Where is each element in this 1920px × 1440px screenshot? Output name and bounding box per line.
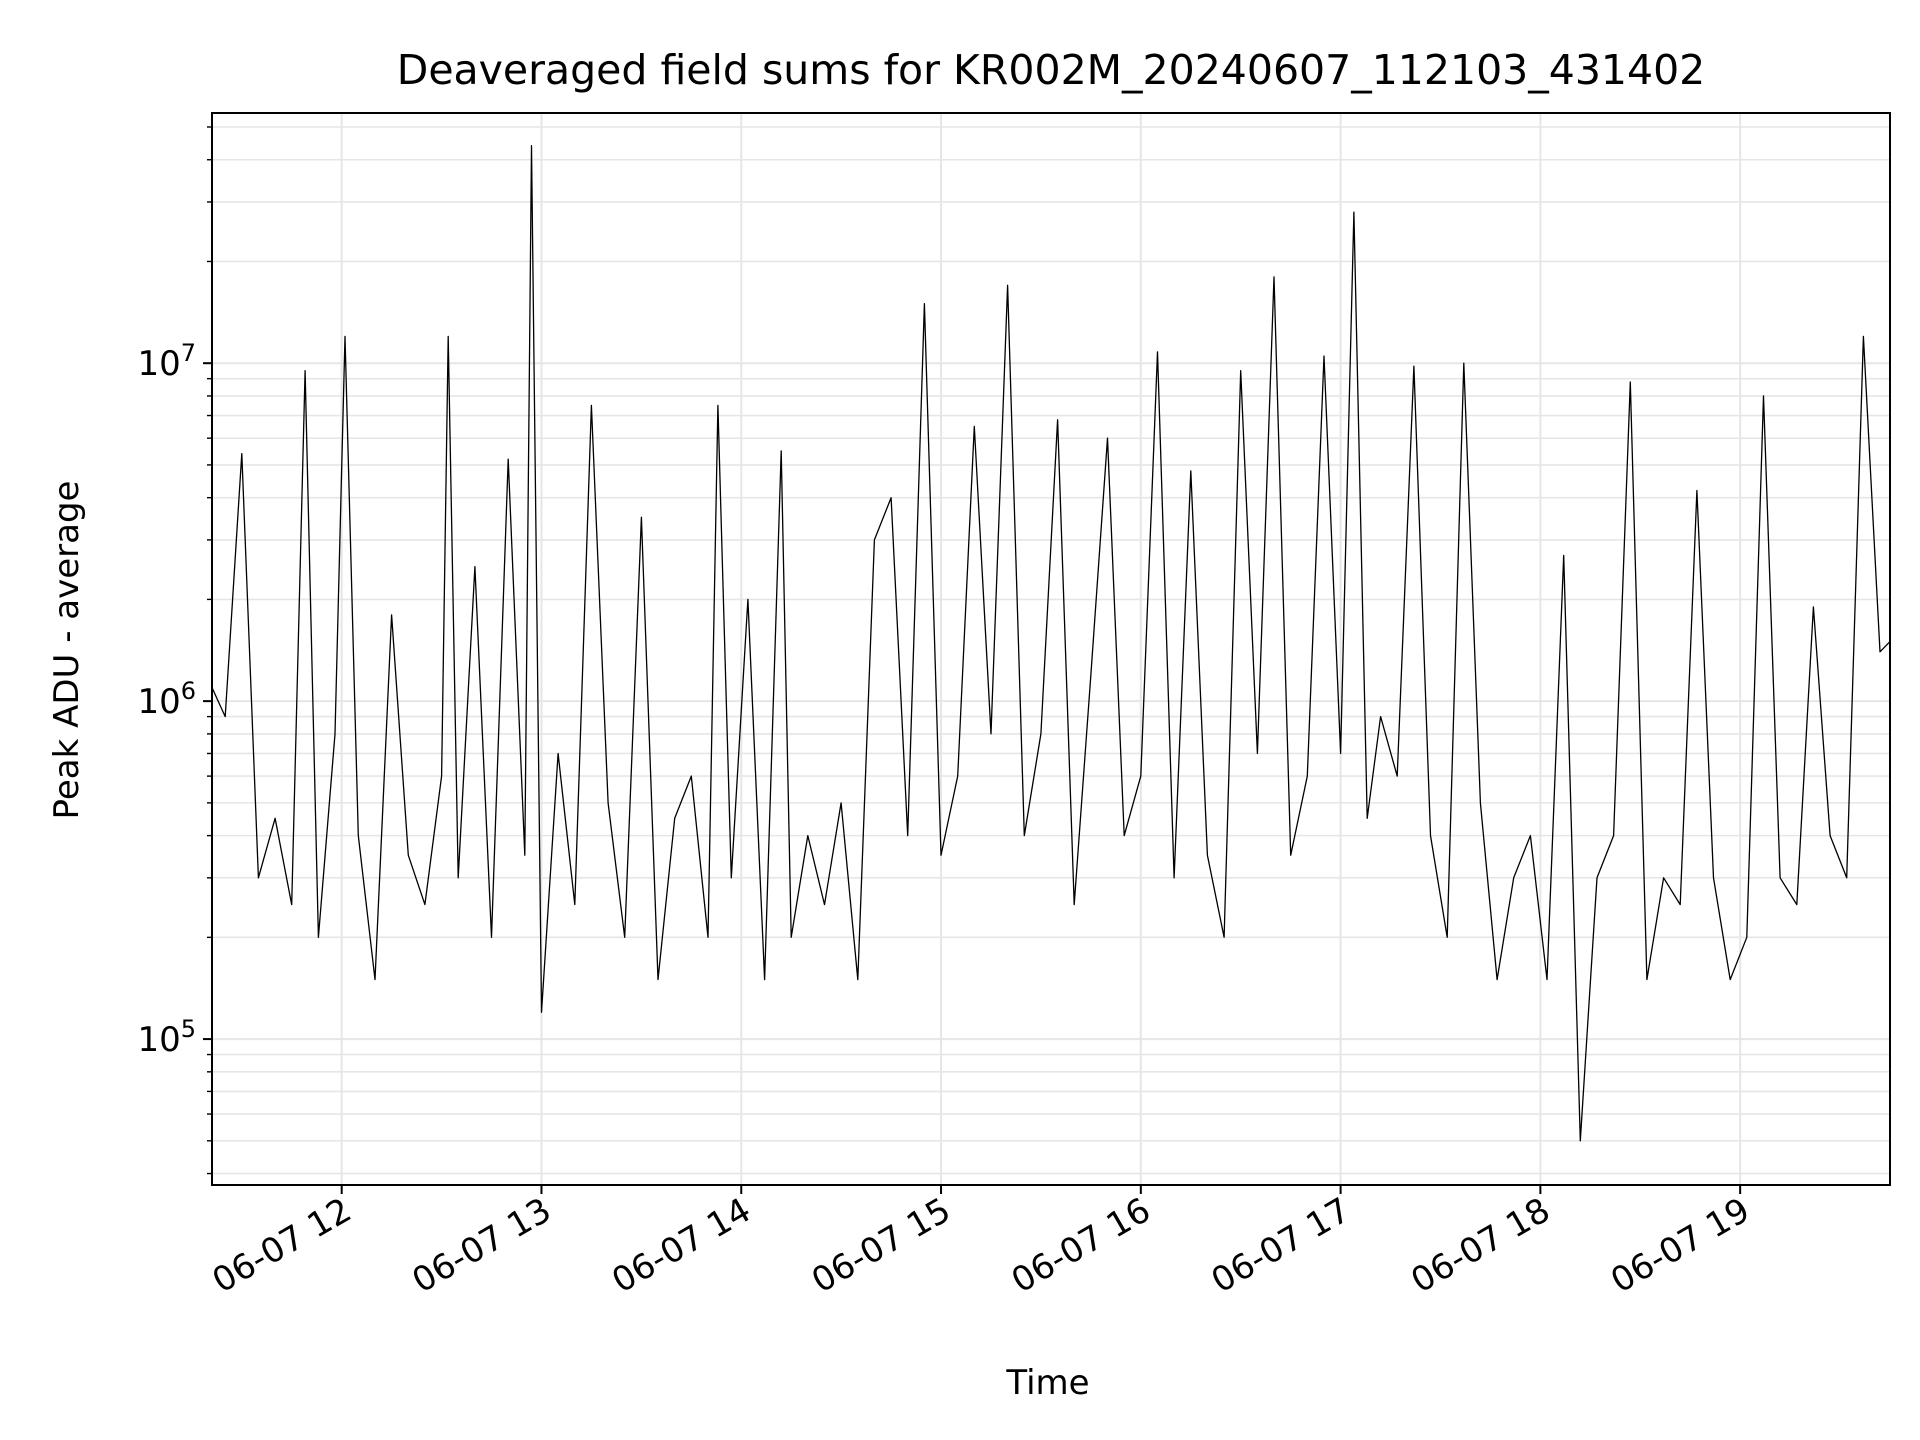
series-line-0 — [211, 145, 1891, 1142]
y-tick-label: 105 — [137, 1015, 196, 1060]
y-tick-label: 106 — [137, 677, 196, 722]
chart-title: Deaveraged field sums for KR002M_2024060… — [397, 46, 1706, 94]
x-axis-label: Time — [1005, 1363, 1089, 1403]
plot-frame — [211, 112, 1891, 1186]
y-tick-label: 107 — [137, 339, 196, 384]
grid — [212, 113, 1890, 1185]
y-axis: 105 106 107 — [137, 126, 212, 1175]
y-axis-label: Peak ADU - average — [47, 481, 87, 820]
series-group — [211, 145, 1891, 1142]
